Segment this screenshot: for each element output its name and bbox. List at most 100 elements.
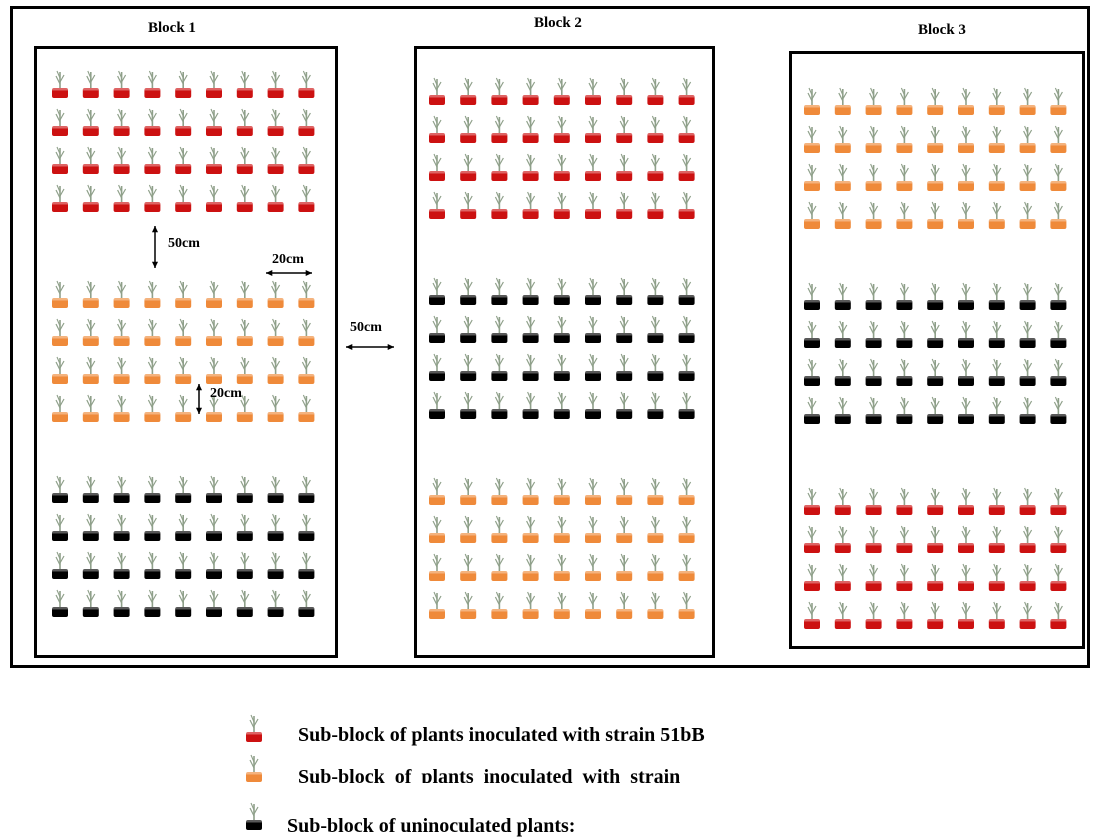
potted-plant	[585, 477, 601, 505]
potted-plant	[491, 591, 508, 619]
potted-plant	[491, 515, 508, 543]
potted-plant	[1019, 601, 1036, 629]
potted-plant	[647, 115, 664, 143]
potted-plant	[175, 70, 192, 98]
potted-plant	[52, 513, 68, 541]
potted-plant	[113, 551, 130, 579]
potted-plant	[865, 358, 882, 386]
potted-plant	[988, 163, 1005, 191]
potted-plant	[865, 563, 882, 591]
potted-plant	[113, 394, 130, 422]
potted-plant	[429, 277, 445, 305]
potted-plant	[206, 356, 222, 384]
potted-plant	[647, 477, 664, 505]
potted-plant	[1019, 487, 1036, 515]
potted-plant	[491, 353, 508, 381]
potted-plant	[267, 184, 284, 212]
potted-plant	[429, 553, 445, 581]
potted-plant	[298, 280, 315, 308]
potted-plant	[1050, 163, 1067, 191]
potted-plant	[865, 201, 882, 229]
potted-plant	[460, 477, 477, 505]
potted-plant	[585, 115, 601, 143]
potted-plant	[616, 553, 633, 581]
potted-plant	[491, 77, 508, 105]
potted-plant	[491, 115, 508, 143]
potted-plant	[553, 353, 570, 381]
potted-plant	[206, 318, 222, 346]
potted-plant	[52, 318, 68, 346]
potted-plant	[175, 356, 192, 384]
potted-plant	[616, 515, 633, 543]
potted-plant	[834, 358, 851, 386]
potted-plant	[678, 553, 695, 581]
potted-plant	[460, 553, 477, 581]
potted-plant	[678, 77, 695, 105]
potted-plant	[834, 282, 851, 310]
potted-plant	[647, 515, 664, 543]
block-2-title: Block 2	[534, 15, 582, 31]
potted-plant	[678, 277, 695, 305]
potted-plant	[175, 146, 192, 174]
potted-plant	[113, 70, 130, 98]
potted-plant	[834, 525, 851, 553]
potted-plant	[236, 513, 253, 541]
potted-plant	[585, 553, 601, 581]
potted-plant	[267, 356, 284, 384]
block-2-box	[414, 46, 715, 658]
potted-plant	[206, 394, 222, 422]
potted-plant	[553, 553, 570, 581]
potted-plant	[1050, 125, 1067, 153]
potted-plant	[865, 125, 882, 153]
potted-plant	[616, 153, 633, 181]
potted-plant	[958, 320, 974, 348]
potted-plant	[144, 70, 161, 98]
potted-plant	[553, 515, 570, 543]
potted-plant	[175, 475, 192, 503]
potted-plant	[988, 396, 1005, 424]
potted-plant	[896, 396, 913, 424]
potted-plant	[958, 563, 974, 591]
potted-plant	[491, 191, 508, 219]
potted-plant	[958, 601, 974, 629]
potted-plant	[175, 184, 192, 212]
potted-plant	[927, 601, 944, 629]
potted-plant	[144, 108, 161, 136]
potted-plant	[865, 87, 882, 115]
potted-plant	[460, 277, 477, 305]
plant-vertical-spacing-arrow	[195, 384, 203, 414]
potted-plant	[1019, 563, 1036, 591]
potted-plant	[927, 563, 944, 591]
potted-plant	[460, 315, 477, 343]
potted-plant	[236, 475, 253, 503]
potted-plant	[144, 394, 161, 422]
potted-plant	[491, 315, 508, 343]
potted-plant	[113, 475, 130, 503]
potted-plant	[460, 391, 477, 419]
potted-plant	[553, 315, 570, 343]
potted-plant	[52, 551, 68, 579]
potted-plant	[144, 589, 161, 617]
potted-plant	[896, 563, 913, 591]
potted-plant	[834, 601, 851, 629]
potted-plant	[865, 320, 882, 348]
potted-plant	[585, 515, 601, 543]
potted-plant	[927, 320, 944, 348]
potted-plant	[585, 391, 601, 419]
potted-plant	[988, 525, 1005, 553]
potted-plant	[988, 601, 1005, 629]
potted-plant	[958, 525, 974, 553]
potted-plant	[804, 201, 820, 229]
potted-plant	[678, 191, 695, 219]
potted-plant	[429, 591, 445, 619]
potted-plant	[144, 184, 161, 212]
potted-plant	[804, 87, 820, 115]
potted-plant	[52, 146, 68, 174]
potted-plant	[144, 475, 161, 503]
potted-plant	[927, 525, 944, 553]
potted-plant	[958, 163, 974, 191]
potted-plant	[113, 356, 130, 384]
potted-plant	[896, 282, 913, 310]
potted-plant	[896, 487, 913, 515]
